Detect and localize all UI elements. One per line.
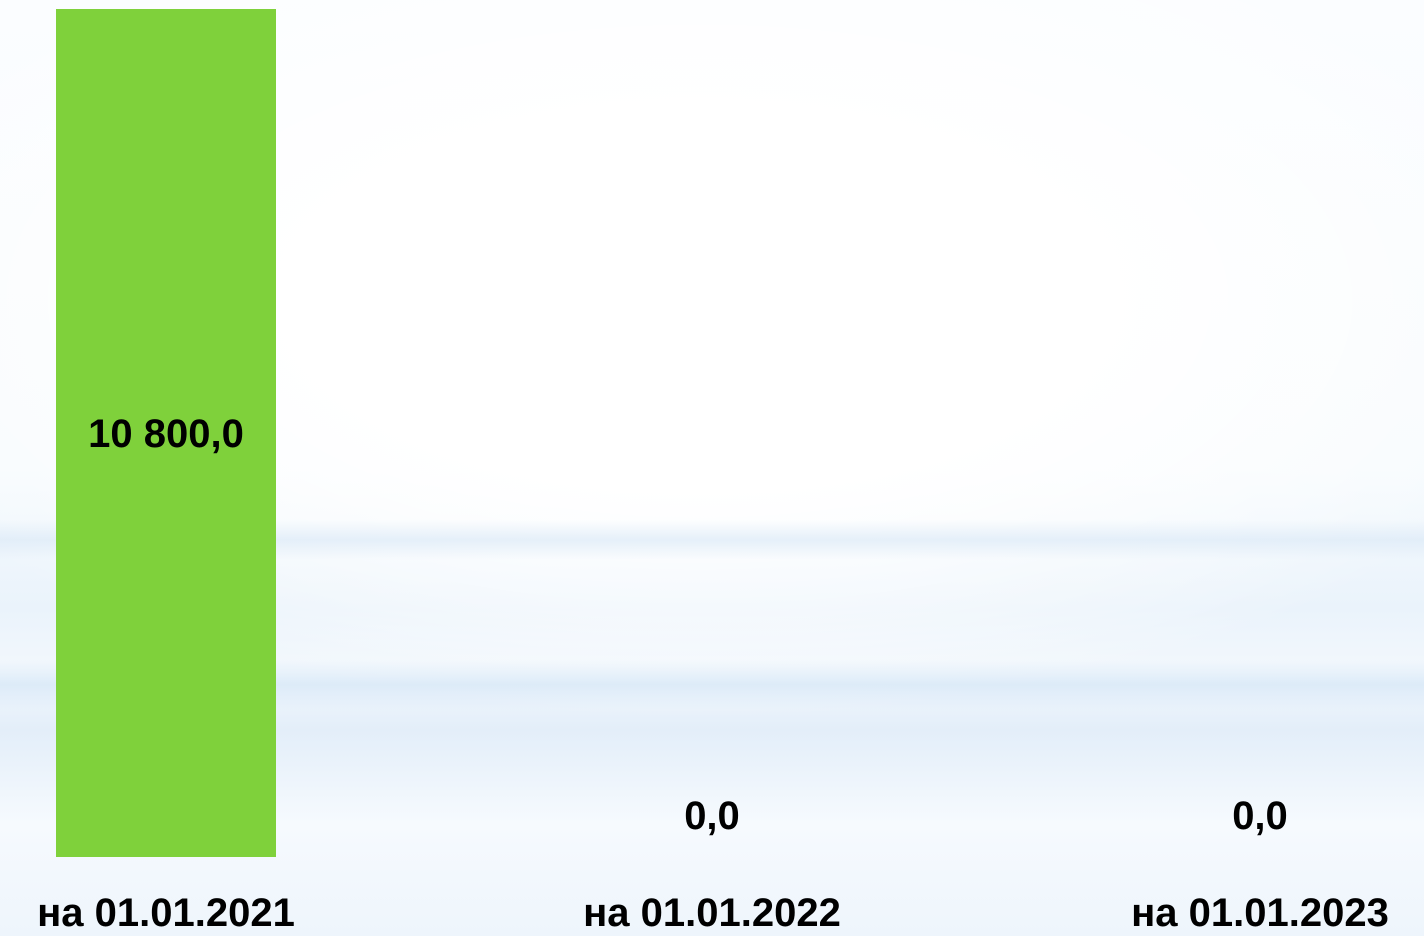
data-label-2: 0,0 [684,794,740,838]
category-label-1: на 01.01.2021 [37,891,295,935]
data-labels-group: 10 800,0 0,0 0,0 [88,412,1288,838]
category-labels-group: на 01.01.2021 на 01.01.2022 на 01.01.2023 [37,891,1389,935]
data-label-3: 0,0 [1232,794,1288,838]
data-label-1: 10 800,0 [88,412,244,456]
category-label-3: на 01.01.2023 [1131,891,1389,935]
bars-group [56,9,276,857]
bar-1 [56,9,276,857]
category-label-2: на 01.01.2022 [583,891,841,935]
